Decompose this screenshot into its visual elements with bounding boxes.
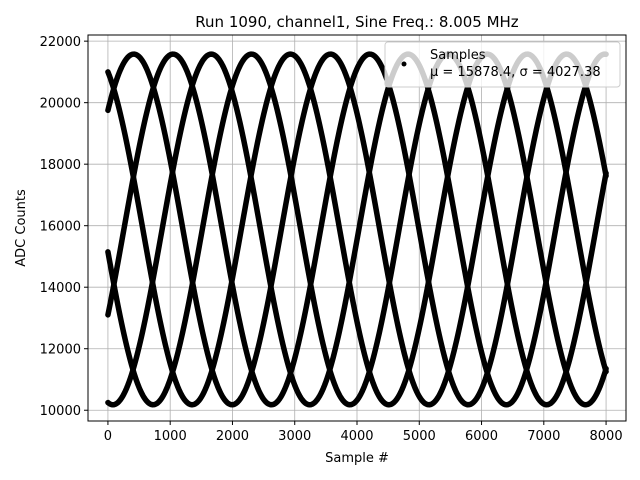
legend-entry-samples: Samples	[430, 48, 486, 63]
sample-trace	[105, 51, 609, 408]
x-tick-label: 7000	[527, 429, 560, 444]
y-tick-label: 14000	[40, 281, 81, 296]
chart-title: Run 1090, channel1, Sine Freq.: 8.005 MH…	[195, 13, 519, 31]
y-tick-label: 18000	[40, 158, 81, 173]
sample-trace	[105, 51, 609, 408]
x-tick-label: 2000	[216, 429, 249, 444]
x-axis: 0 1000 2000 3000 4000 5000 6000 7000 8000	[104, 421, 623, 444]
x-tick-label: 5000	[403, 429, 436, 444]
y-axis: 10000 12000 14000 16000 18000 20000 22000	[40, 35, 88, 419]
x-tick-label: 3000	[278, 429, 311, 444]
legend-box	[384, 41, 621, 88]
sample-trace	[105, 51, 609, 408]
x-tick-label: 6000	[465, 429, 498, 444]
x-axis-label: Sample #	[325, 451, 389, 466]
legend-stats: μ = 15878.4, σ = 4027.38	[430, 65, 601, 80]
y-axis-label: ADC Counts	[14, 189, 29, 267]
x-tick-label: 1000	[154, 429, 187, 444]
data-series	[105, 51, 609, 408]
y-tick-label: 20000	[40, 97, 81, 112]
legend-marker	[401, 61, 407, 67]
legend: Samples μ = 15878.4, σ = 4027.38	[384, 41, 621, 88]
x-tick-label: 8000	[590, 429, 623, 444]
x-tick-label: 4000	[340, 429, 373, 444]
x-tick-label: 0	[104, 429, 112, 444]
y-tick-label: 10000	[40, 404, 81, 419]
y-tick-label: 16000	[40, 220, 81, 235]
y-tick-label: 22000	[40, 35, 81, 50]
y-tick-label: 12000	[40, 343, 81, 358]
